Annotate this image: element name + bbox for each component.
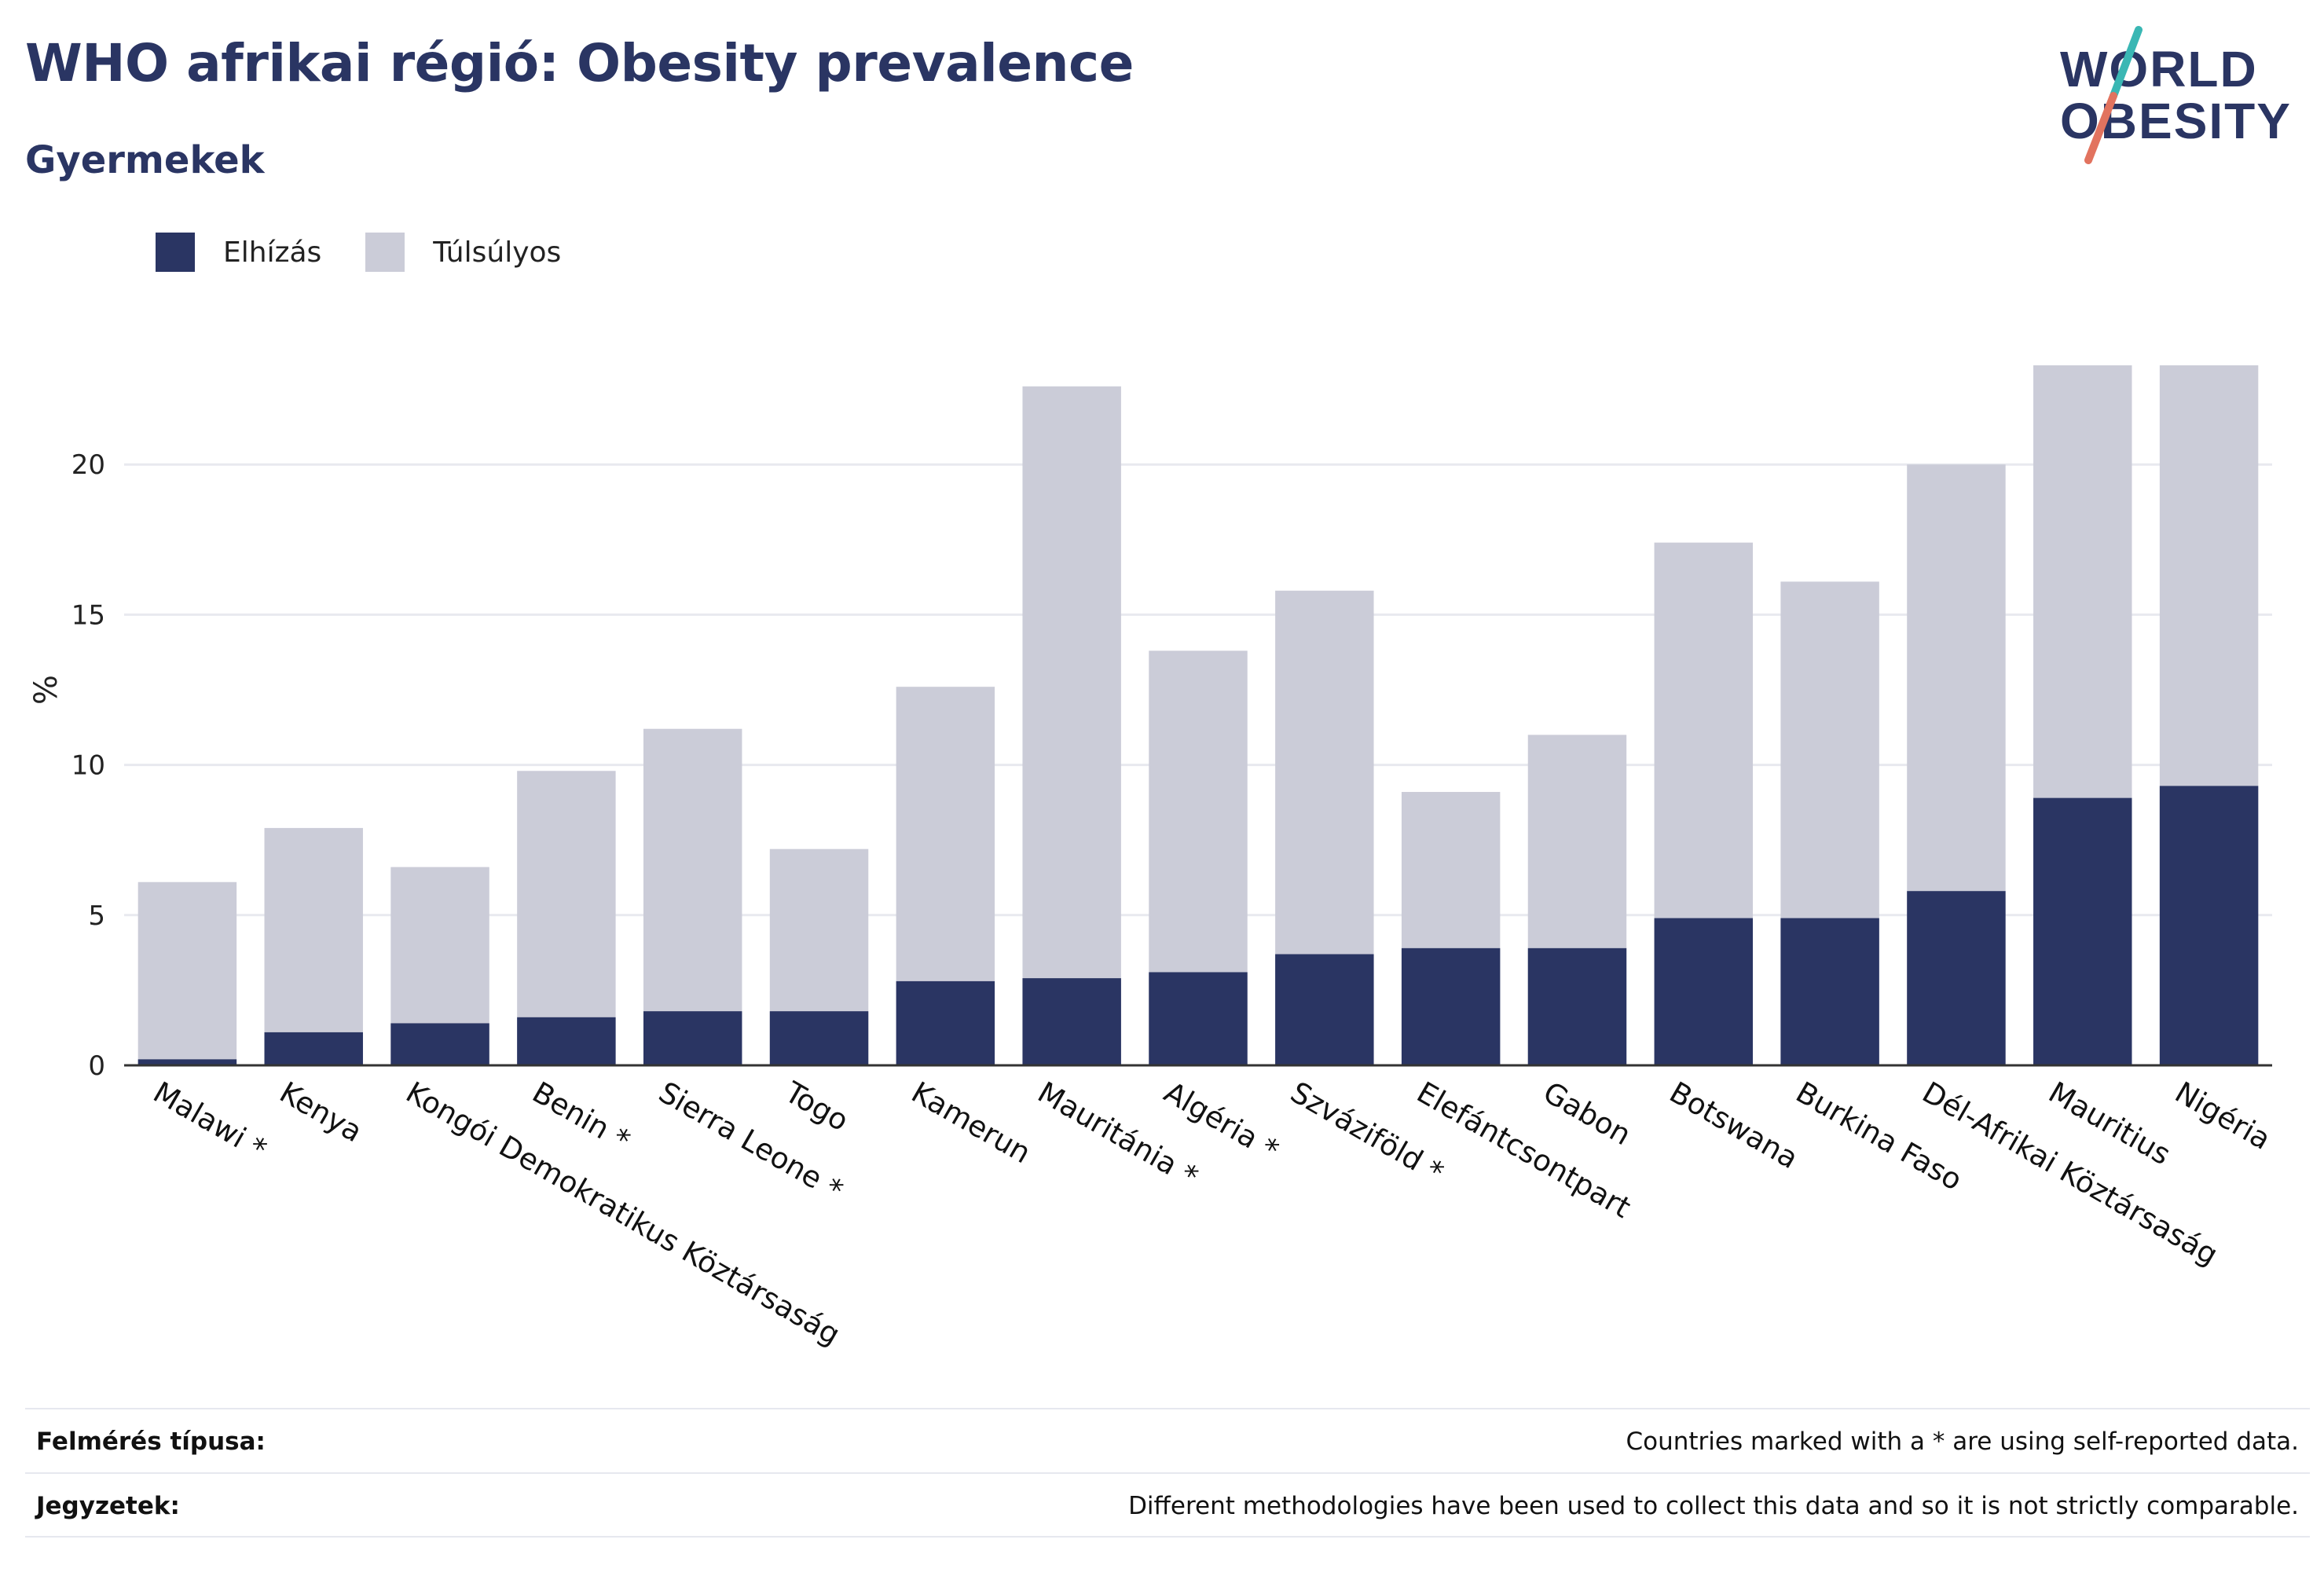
bar-obesity: [1527, 947, 1627, 1065]
bar-obesity: [1907, 891, 2006, 1065]
y-tick-label: 10: [71, 750, 105, 782]
bar-overweight: [264, 827, 363, 1065]
bar-obesity: [1654, 918, 1754, 1065]
x-tick-label: Elefántcsontpart: [1411, 1076, 1637, 1225]
legend-swatch-obesity: [156, 233, 195, 272]
x-tick-label: Nigéria: [2169, 1076, 2276, 1156]
x-tick-label: Kenya: [274, 1076, 368, 1149]
bar-chart: 0 5 10 15 20% Malawi * Kenya Kongói Demokratiku…: [28, 365, 2276, 1352]
bar-obesity: [643, 1011, 742, 1065]
y-tick-label: 5: [88, 900, 105, 932]
logo-line-1: WORLD: [2060, 41, 2258, 97]
footer-survey-type-label: Felmérés típusa:: [36, 1428, 266, 1456]
x-tick-label: Botswana: [1664, 1076, 1804, 1176]
y-axis-label: %: [28, 675, 64, 705]
bar-overweight: [137, 881, 237, 1065]
chart-title: WHO afrikai régió: Obesity prevalence: [25, 33, 1134, 93]
chart-legend: Elhízás Túlsúlyos: [156, 233, 605, 272]
bar-obesity: [264, 1032, 363, 1065]
y-tick-label: 15: [71, 599, 105, 631]
bar-obesity: [2159, 786, 2259, 1065]
chart-subtitle: Gyermekek: [25, 138, 265, 182]
x-tick-label: Kongói Demokratikus Köztársaság: [401, 1076, 846, 1352]
x-tick-label: Benin *: [526, 1076, 636, 1158]
legend-swatch-overweight: [365, 233, 405, 272]
bar-obesity: [517, 1017, 616, 1065]
logo-slash-icon: [2084, 26, 2143, 164]
bar-obesity: [390, 1023, 489, 1065]
y-tick-label: 20: [71, 449, 105, 481]
legend-item-obesity[interactable]: Elhízás: [156, 233, 321, 272]
x-tick-label: Kamerun: [906, 1076, 1036, 1171]
bar-obesity: [1275, 954, 1374, 1065]
bar-obesity: [769, 1011, 869, 1065]
bar-obesity: [1780, 918, 1879, 1065]
x-tick-label: Gabon: [1538, 1076, 1637, 1153]
bar-obesity: [1022, 978, 1121, 1065]
footer-divider: [25, 1536, 2310, 1538]
bar-obesity: [2033, 797, 2132, 1065]
legend-label-obesity: Elhízás: [223, 236, 322, 269]
footer-survey-type-value: Countries marked with a * are using self…: [1626, 1428, 2300, 1456]
bar-overweight: [517, 771, 616, 1065]
y-tick-label: 0: [88, 1050, 105, 1082]
footer-survey-type-row: Felmérés típusa: Countries marked with a…: [25, 1408, 2310, 1474]
bar-overweight: [1022, 386, 1121, 1065]
bar-overweight: [643, 728, 742, 1065]
footer-notes-row: Jegyzetek: Different methodologies have …: [25, 1472, 2310, 1538]
legend-label-overweight: Túlsúlyos: [433, 236, 562, 269]
footer-notes-label: Jegyzetek:: [36, 1492, 180, 1520]
bar-obesity: [137, 1059, 237, 1065]
world-obesity-logo: WORLD OBESITY: [2051, 24, 2310, 173]
x-tick-label: Malawi *: [148, 1076, 273, 1167]
x-tick-label: Togo: [779, 1075, 854, 1138]
bar-obesity: [896, 980, 995, 1065]
legend-item-overweight[interactable]: Túlsúlyos: [365, 233, 561, 272]
bar-obesity: [1149, 972, 1248, 1065]
bar-obesity: [1401, 947, 1501, 1065]
footer-notes-value: Different methodologies have been used t…: [1128, 1492, 2299, 1520]
